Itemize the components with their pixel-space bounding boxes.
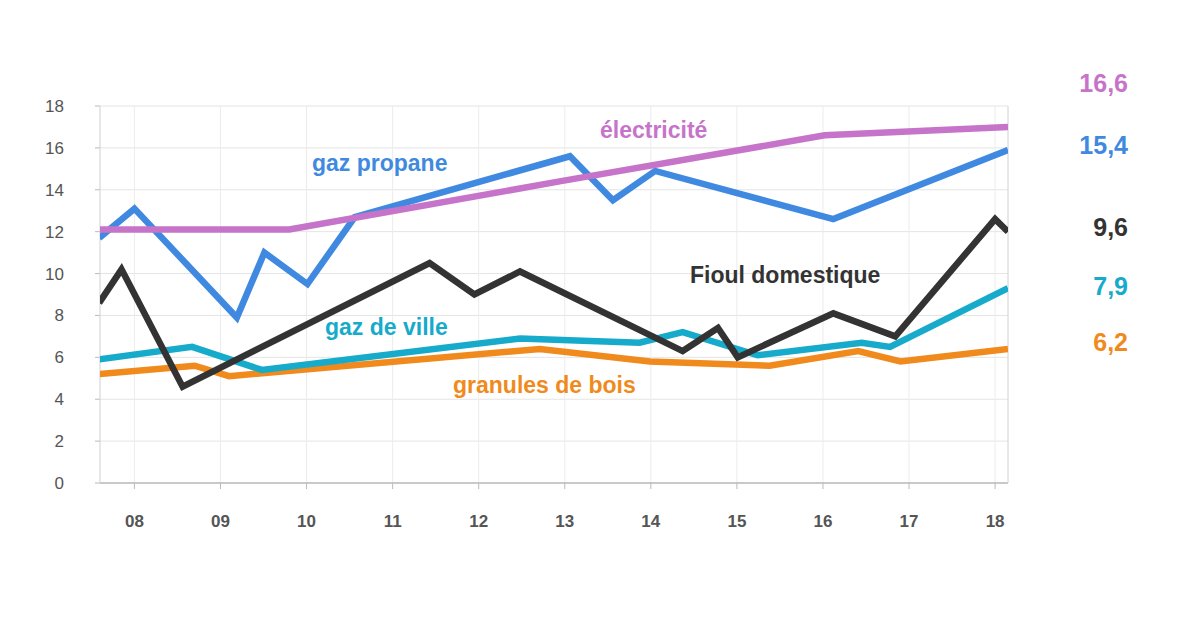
y-grid-line	[100, 441, 1008, 442]
x-tick	[650, 483, 651, 489]
x-tick	[995, 483, 996, 489]
y-tick	[95, 106, 100, 107]
y-tick-label: 10	[45, 265, 64, 284]
x-tick-label: 11	[384, 512, 402, 531]
y-tick-label: 14	[45, 181, 64, 200]
y-tick	[95, 441, 100, 442]
x-tick-label: 14	[641, 512, 660, 531]
y-axis	[100, 106, 101, 483]
end-annotation: 16,6	[1079, 69, 1128, 97]
x-tick-label: 15	[727, 512, 746, 531]
y-grid-line	[100, 399, 1008, 400]
series-line	[100, 219, 1008, 387]
x-tick	[736, 483, 737, 489]
series-line	[100, 150, 1008, 318]
x-grid-line	[822, 106, 823, 483]
x-tick	[306, 483, 307, 489]
chart: 0 2 4 6 8 10 12 14 16 18 08 09 10 11 12 13 14 15 16 17 18 éle…	[0, 0, 1200, 628]
x-tick-label: 13	[555, 512, 574, 531]
y-tick	[95, 399, 100, 400]
y-tick-label: 2	[55, 432, 64, 451]
y-tick-label: 4	[55, 390, 64, 409]
y-tick-label: 12	[45, 223, 64, 242]
x-axis	[100, 482, 1008, 484]
x-tick-label: 08	[125, 512, 144, 531]
x-tick-label: 09	[211, 512, 230, 531]
y-tick-label: 18	[45, 97, 64, 116]
grid	[95, 106, 1008, 489]
x-tick-label: 10	[297, 512, 316, 531]
y-tick	[95, 483, 100, 484]
x-tick-label: 12	[469, 512, 488, 531]
y-grid-line	[100, 106, 1008, 107]
end-annotation: 6,2	[1093, 328, 1128, 356]
x-grid-line	[220, 106, 221, 483]
plot-area	[100, 127, 1008, 387]
y-tick	[95, 315, 100, 316]
x-grid-line	[306, 106, 307, 483]
y-grid-line	[100, 483, 1008, 484]
plot-edge	[1008, 106, 1009, 483]
y-tick	[95, 147, 100, 148]
x-tick	[909, 483, 910, 489]
series-label: Fioul domestique	[690, 262, 880, 288]
x-tick	[478, 483, 479, 489]
x-tick	[134, 483, 135, 489]
end-annotation: 7,9	[1093, 272, 1128, 300]
y-tick	[95, 189, 100, 190]
y-tick	[95, 273, 100, 274]
x-tick	[220, 483, 221, 489]
x-grid-line	[909, 106, 910, 483]
y-tick-label: 6	[55, 348, 64, 367]
y-grid-line	[100, 147, 1008, 148]
x-tick	[392, 483, 393, 489]
x-tick-label: 16	[813, 512, 832, 531]
x-tick-label: 17	[900, 512, 919, 531]
series-label: granules de bois	[453, 372, 636, 398]
y-grid-line	[100, 189, 1008, 190]
background	[0, 0, 1200, 628]
y-tick	[95, 231, 100, 232]
series-line	[100, 127, 1008, 230]
y-tick-label: 8	[55, 306, 64, 325]
series-label: électricité	[600, 117, 707, 143]
y-tick-label: 16	[45, 139, 64, 158]
x-tick	[822, 483, 823, 489]
x-tick-label: 18	[986, 512, 1005, 531]
y-tick-label: 0	[55, 474, 64, 493]
end-annotation: 9,6	[1093, 213, 1128, 241]
series-label: gaz de ville	[325, 314, 448, 340]
x-grid-line	[736, 106, 737, 483]
x-tick	[564, 483, 565, 489]
series-label: gaz propane	[312, 150, 447, 176]
y-tick	[95, 357, 100, 358]
end-annotation: 15,4	[1079, 131, 1128, 159]
